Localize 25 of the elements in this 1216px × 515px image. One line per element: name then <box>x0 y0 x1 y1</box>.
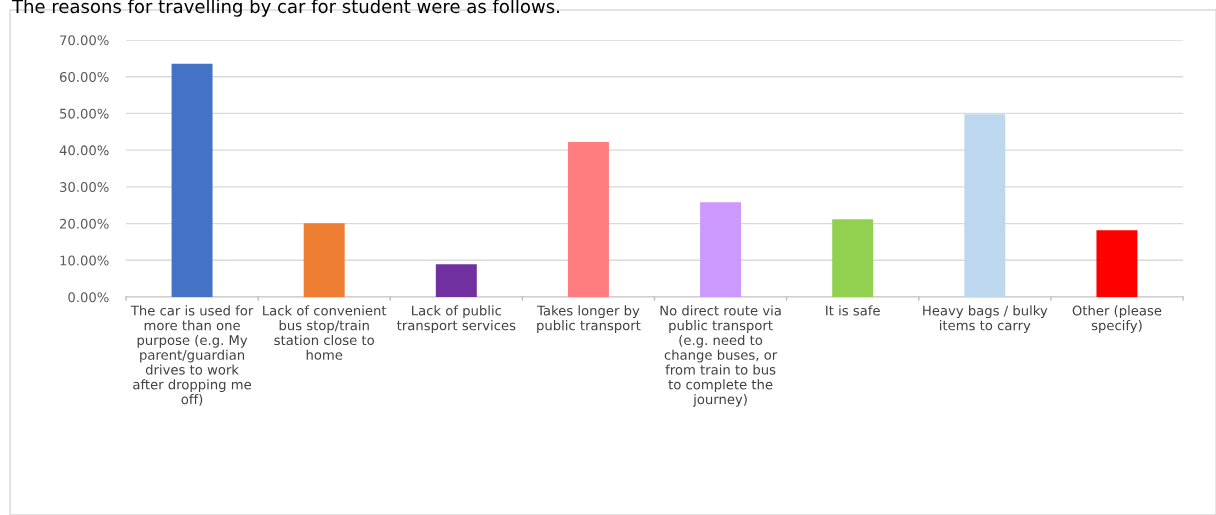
bar <box>567 142 609 297</box>
x-tick-label: Takes longer by public transport <box>537 305 641 333</box>
y-tick-label: 0.00% <box>68 292 109 303</box>
bar <box>171 63 213 297</box>
bar <box>832 219 874 297</box>
y-tick-label: 30.00% <box>60 182 109 193</box>
y-tick-label: 40.00% <box>59 145 109 156</box>
x-tick-label: Heavy bags / bulky items to carry <box>923 305 1048 333</box>
y-tick-label: 10.00% <box>60 255 109 266</box>
bar <box>964 114 1006 297</box>
x-tick-label: Lack of public transport services <box>397 305 516 333</box>
x-tick-label: No direct route via public transport (e.g. need to change buses, or from train to bus to complete the journey) <box>660 305 781 407</box>
y-tick-label: 50.00% <box>60 108 109 119</box>
bar <box>303 223 345 297</box>
bar <box>700 202 742 297</box>
bar <box>435 264 477 297</box>
y-tick-label: 20.00% <box>59 218 109 229</box>
x-tick-label: Other (please specify) <box>1072 305 1162 333</box>
x-tick-label: The car is used for more than one purpose (e.g. My parent/guardian drives to work after dropping me off) <box>130 305 254 406</box>
chart-title: The reasons for travelling by car for student were as follows. <box>11 0 559 17</box>
x-tick-label: It is safe <box>826 305 880 316</box>
y-tick-label: 70.00% <box>60 35 109 46</box>
y-tick-label: 60.00% <box>59 71 109 82</box>
bar <box>1096 230 1138 297</box>
x-tick-label: Lack of convenient bus stop/train station close to home <box>263 305 387 360</box>
